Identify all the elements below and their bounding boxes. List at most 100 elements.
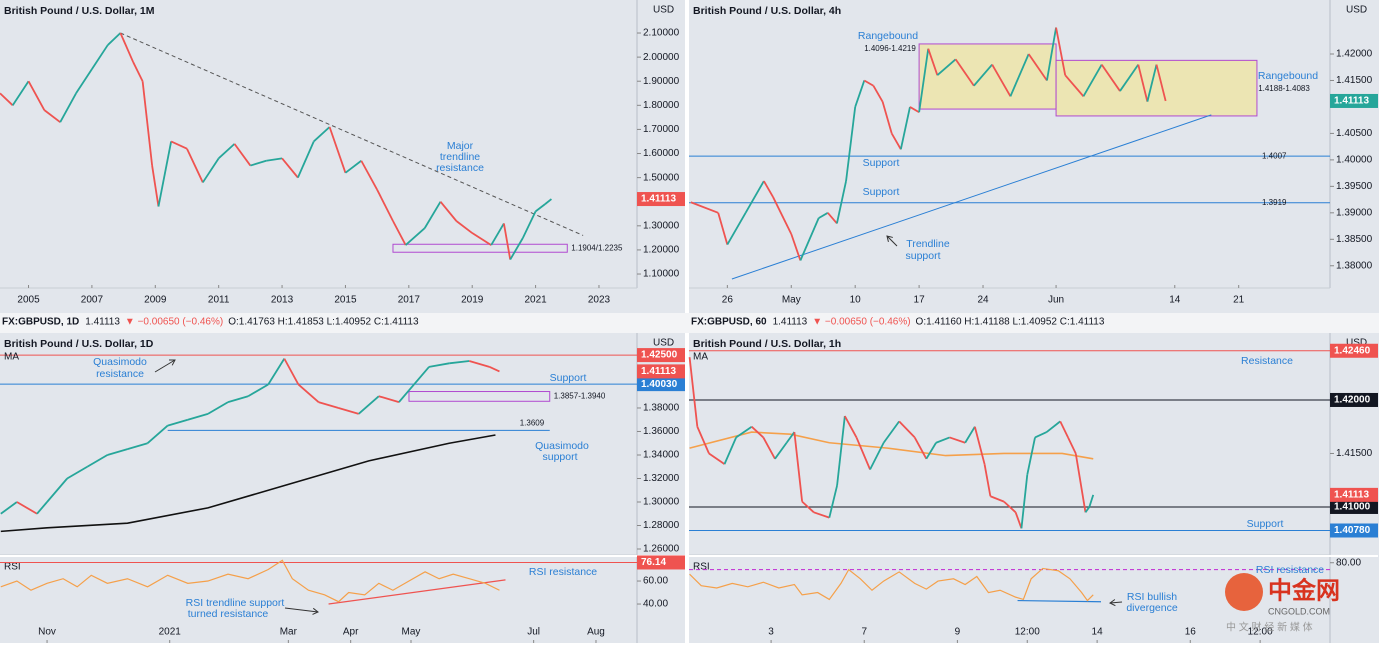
- price-segment: [187, 412, 209, 421]
- price-segment: [107, 32, 122, 46]
- price-segment: [91, 44, 109, 70]
- x-tick-label: 24: [977, 295, 989, 306]
- axis-unit: USD: [653, 5, 674, 16]
- x-tick-label: Jun: [1048, 295, 1064, 306]
- annotation: Trendline: [906, 238, 950, 250]
- price-segment: [869, 442, 885, 470]
- price-segment: [751, 426, 764, 439]
- price-segment: [266, 157, 283, 162]
- price-segment: [1003, 500, 1017, 513]
- x-tick-label: 2007: [81, 295, 104, 306]
- price-segment: [167, 418, 189, 427]
- y-tick-label: 1.26000: [643, 544, 680, 555]
- rsi-line: [0, 559, 500, 603]
- price-segment: [935, 436, 950, 444]
- price-segment: [535, 203, 546, 213]
- annotation: divergence: [1126, 602, 1178, 614]
- price-segment: [267, 358, 286, 385]
- y-tick-label: 1.40500: [1336, 128, 1373, 139]
- x-tick-label: May: [782, 295, 801, 306]
- watermark-site: CNGOLD.COM: [1268, 606, 1330, 616]
- annotation: support: [542, 451, 577, 463]
- price-segment: [318, 401, 339, 409]
- price-segment: [881, 101, 893, 134]
- price-badge: [637, 348, 685, 363]
- annotation: RSI trendline support: [186, 597, 285, 609]
- x-tick-label: Apr: [343, 627, 359, 638]
- price-segment: [283, 358, 300, 385]
- info-last: 1.41113: [85, 317, 120, 328]
- panel-title: British Pound / U.S. Dollar, 4h: [693, 5, 841, 17]
- x-tick-label: 2013: [271, 295, 294, 306]
- watermark-logo: [1225, 573, 1263, 611]
- price-segment: [392, 220, 407, 246]
- price-segment: [250, 159, 267, 167]
- price-segment: [1084, 506, 1091, 513]
- x-tick-label: 2023: [588, 295, 611, 306]
- price-segment: [207, 401, 229, 415]
- rsi-trendline: [1017, 599, 1102, 603]
- annotation: Resistance: [1241, 355, 1293, 367]
- line-label: 1.3609: [520, 419, 545, 428]
- price-segment: [281, 157, 299, 179]
- price-segment: [11, 80, 30, 106]
- price-segment: [338, 407, 359, 415]
- y-tick-label: 1.38500: [1336, 234, 1373, 245]
- y-tick-label: 1.50000: [643, 172, 680, 183]
- y-tick-label: 1.38000: [1336, 260, 1373, 271]
- price-segment: [313, 126, 331, 143]
- price-segment: [469, 360, 490, 368]
- price-segment: [127, 442, 148, 450]
- y-tick-label: 1.30000: [643, 220, 680, 231]
- zone: [918, 43, 1057, 110]
- price-segment: [1119, 64, 1139, 92]
- x-tick-label: 2021: [159, 627, 182, 638]
- x-tick-label: Mar: [280, 627, 298, 638]
- price-segment: [854, 80, 866, 108]
- rsi-tick-label: 60.00: [643, 576, 668, 587]
- price-segment: [227, 395, 249, 403]
- info-change: ▼ −0.00650 (−0.46%): [125, 317, 223, 328]
- x-tick-label: 17: [914, 295, 926, 306]
- rsi-tick-label: 80.00: [1336, 557, 1361, 568]
- watermark-name: 中金网: [1268, 576, 1340, 604]
- price-segment: [1034, 431, 1048, 439]
- info-ohlc: O:1.41160 H:1.41188 L:1.40952 C:1.41113: [916, 317, 1105, 328]
- annotation: 1.4096-1.4219: [864, 44, 916, 53]
- rsi-label: RSI: [4, 562, 21, 573]
- price-segment: [772, 196, 793, 235]
- price-badge-label: 1.42500: [641, 350, 678, 361]
- x-tick-label: 14: [1169, 295, 1181, 306]
- info-symbol: FX:GBPUSD, 60: [691, 317, 767, 328]
- price-segment: [936, 58, 957, 76]
- price-segment: [27, 80, 46, 111]
- price-segment: [66, 465, 88, 480]
- price-badge: [637, 377, 685, 392]
- x-tick-label: 2021: [524, 295, 547, 306]
- price-segment: [790, 233, 802, 261]
- last-price-badge: [1330, 487, 1378, 502]
- price-segment: [503, 223, 512, 260]
- x-tick-label: Aug: [587, 627, 605, 638]
- price-segment: [405, 227, 426, 246]
- price-segment: [75, 68, 93, 94]
- last-price-badge: [637, 192, 685, 207]
- price-segment: [218, 143, 236, 160]
- price-segment: [827, 212, 838, 224]
- annotation: RSI resistance: [529, 566, 597, 578]
- price-segment: [1155, 64, 1167, 102]
- price-segment: [898, 420, 916, 439]
- x-tick-label: 2015: [334, 295, 357, 306]
- price-segment: [233, 143, 252, 167]
- price-badge-label: 1.40030: [641, 379, 678, 390]
- price-badge-label: 1.40780: [1334, 525, 1371, 536]
- annotation: Support: [863, 157, 900, 169]
- arrow-head: [312, 607, 319, 615]
- last-price-label: 1.41113: [1334, 96, 1369, 107]
- last-price-badge: [1330, 93, 1378, 108]
- last-price-label: 1.41113: [641, 366, 676, 377]
- price-segment: [844, 415, 858, 438]
- trendline: [120, 32, 584, 236]
- price-segment: [688, 357, 699, 427]
- price-segment: [909, 106, 920, 114]
